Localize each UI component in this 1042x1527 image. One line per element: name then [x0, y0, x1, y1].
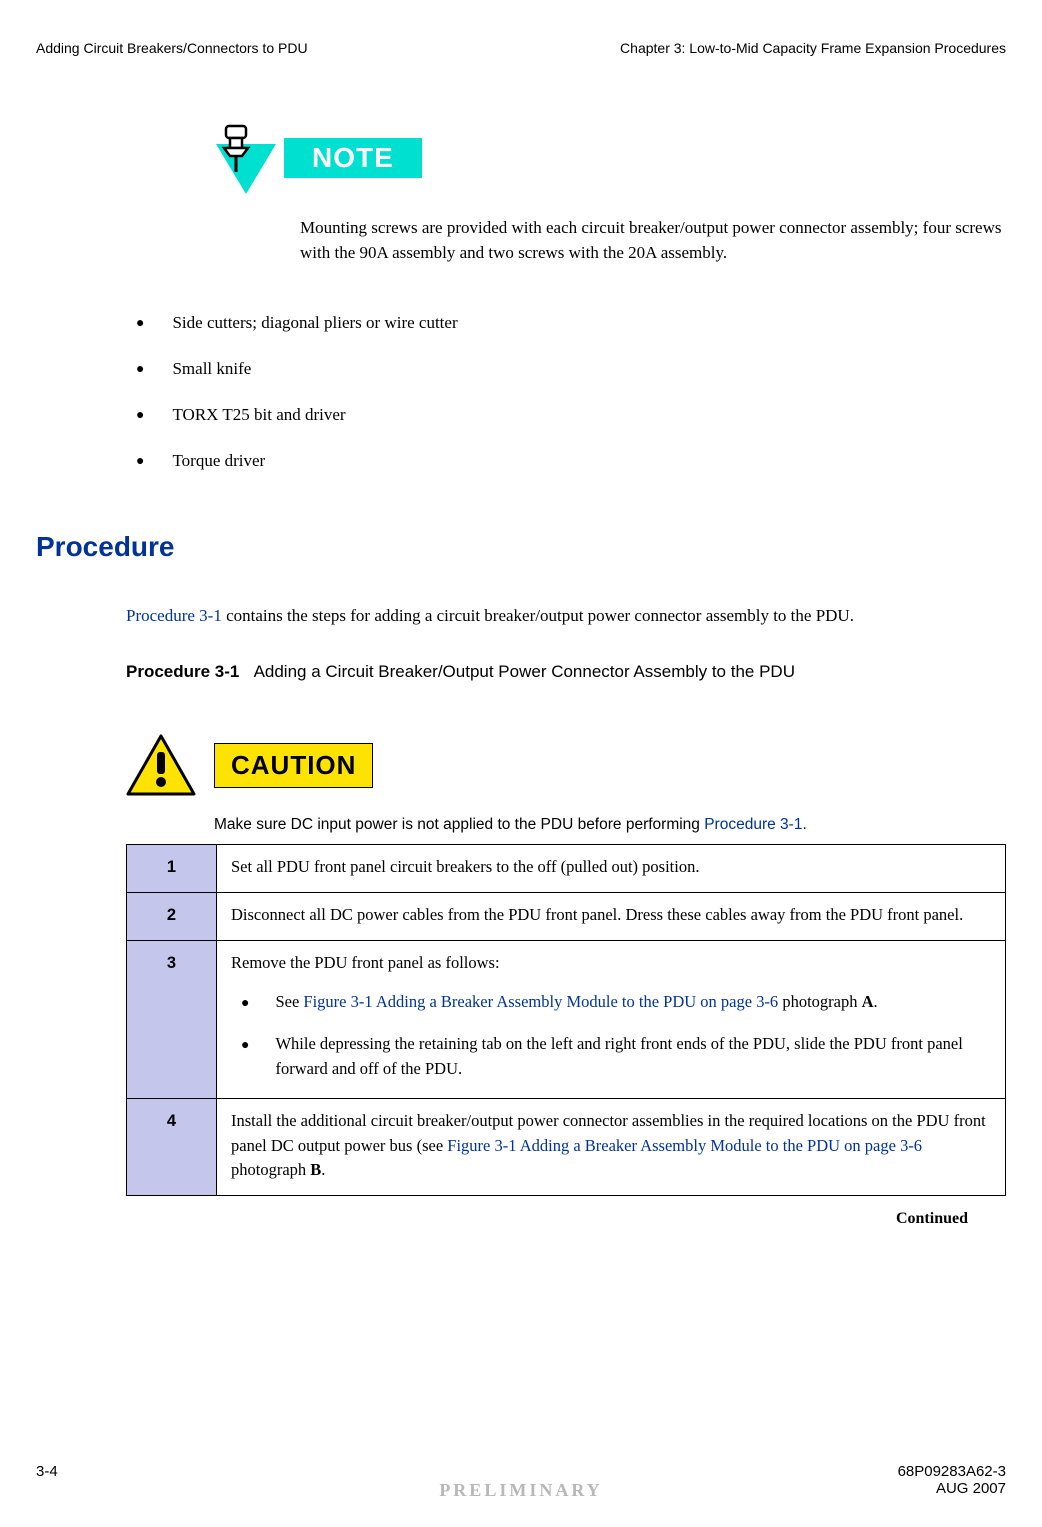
continued-label: Continued [36, 1210, 968, 1228]
sub-list: ● See Figure 3-1 Adding a Breaker Assemb… [231, 990, 991, 1082]
figure-link[interactable]: Figure 3-1 Adding a Breaker Assembly Mod… [303, 992, 778, 1011]
step-number: 4 [127, 1098, 217, 1195]
intro-text: contains the steps for adding a circuit … [222, 606, 854, 625]
list-item: ●Side cutters; diagonal pliers or wire c… [136, 313, 1006, 333]
list-item: ●Small knife [136, 359, 1006, 379]
header-right: Chapter 3: Low-to-Mid Capacity Frame Exp… [620, 40, 1006, 56]
step-number: 2 [127, 893, 217, 941]
footer-date: AUG 2007 [936, 1480, 1006, 1497]
step-text: Set all PDU front panel circuit breakers… [217, 845, 1006, 893]
tool-text: Torque driver [172, 451, 265, 471]
list-item: ●Torque driver [136, 451, 1006, 471]
tool-text: Side cutters; diagonal pliers or wire cu… [172, 313, 457, 333]
page-number: 3-4 [36, 1463, 58, 1480]
note-text: Mounting screws are provided with each c… [300, 216, 1006, 265]
intro-paragraph: Procedure 3-1 contains the steps for add… [126, 603, 1006, 629]
procedure-link[interactable]: Procedure 3-1 [126, 606, 222, 625]
table-row: 2 Disconnect all DC power cables from th… [127, 893, 1006, 941]
tool-text: Small knife [172, 359, 251, 379]
tool-list: ●Side cutters; diagonal pliers or wire c… [136, 313, 1006, 471]
procedure-number: Procedure 3-1 [126, 662, 239, 681]
table-row: 1 Set all PDU front panel circuit breake… [127, 845, 1006, 893]
list-item: ●TORX T25 bit and driver [136, 405, 1006, 425]
note-block: NOTE Mounting screws are provided with e… [206, 136, 1006, 265]
list-item: ● See Figure 3-1 Adding a Breaker Assemb… [231, 990, 991, 1015]
step-number: 3 [127, 940, 217, 1098]
doc-number: 68P09283A62-3 [898, 1463, 1006, 1480]
header-left: Adding Circuit Breakers/Connectors to PD… [36, 40, 308, 56]
section-heading: Procedure [36, 531, 1006, 563]
watermark: PRELIMINARY [439, 1480, 602, 1501]
step-number: 1 [127, 845, 217, 893]
caution-header: CAUTION [126, 734, 1006, 796]
page-header: Adding Circuit Breakers/Connectors to PD… [36, 40, 1006, 56]
table-row: 3 Remove the PDU front panel as follows:… [127, 940, 1006, 1098]
procedure-name: Adding a Circuit Breaker/Output Power Co… [254, 662, 795, 681]
step-cell: Remove the PDU front panel as follows: ●… [217, 940, 1006, 1098]
procedure-table: 1 Set all PDU front panel circuit breake… [126, 844, 1006, 1196]
step-intro: Remove the PDU front panel as follows: [231, 951, 991, 976]
table-row: 4 Install the additional circuit breaker… [127, 1098, 1006, 1195]
caution-icon [126, 734, 196, 796]
step-cell: Install the additional circuit breaker/o… [217, 1098, 1006, 1195]
note-label: NOTE [284, 138, 422, 178]
list-item: ● While depressing the retaining tab on … [231, 1032, 991, 1082]
page-footer: 3-4 68P09283A62-3 PRELIMINARY AUG 2007 [36, 1463, 1006, 1497]
note-header: NOTE [206, 136, 1006, 196]
caution-block: CAUTION Make sure DC input power is not … [126, 734, 1006, 834]
caution-label: CAUTION [214, 743, 373, 788]
tool-text: TORX T25 bit and driver [172, 405, 345, 425]
procedure-link[interactable]: Procedure 3-1 [704, 816, 802, 833]
step-text: Disconnect all DC power cables from the … [217, 893, 1006, 941]
procedure-title: Procedure 3-1 Adding a Circuit Breaker/O… [126, 659, 1006, 685]
figure-link[interactable]: Figure 3-1 Adding a Breaker Assembly Mod… [447, 1136, 922, 1155]
note-icon [206, 136, 276, 196]
caution-text: Make sure DC input power is not applied … [214, 816, 1006, 834]
pushpin-icon [220, 124, 252, 174]
